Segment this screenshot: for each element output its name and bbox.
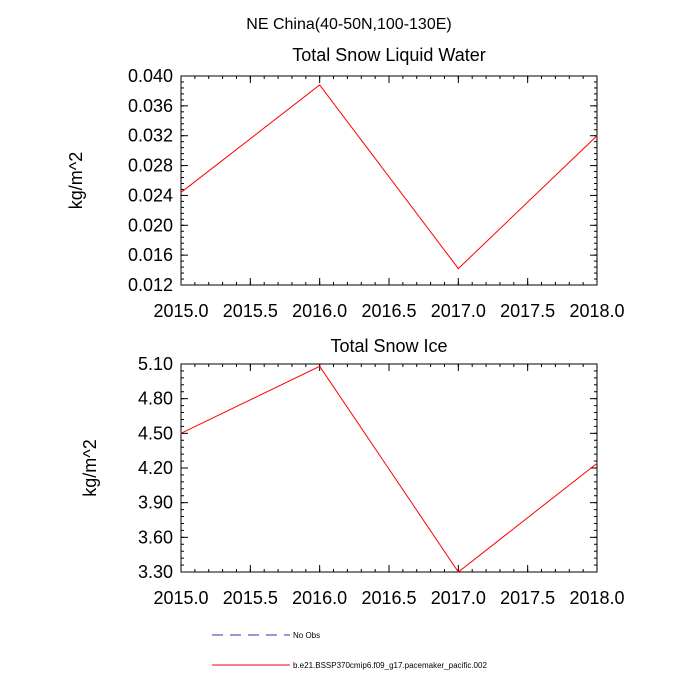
y-axis-label: kg/m^2 [66,152,86,209]
data-point [319,365,321,367]
y-tick-label: 0.020 [128,215,173,235]
plot-frame [180,363,598,573]
y-tick-label: 3.90 [138,493,173,513]
x-tick-label: 2016.0 [292,588,347,608]
data-point [596,462,598,464]
data-point [457,267,459,270]
legend: No Obs b.e21.BSSP370cmip6.f09_g17.pacema… [212,631,487,670]
y-tick-label: 4.50 [138,423,173,443]
x-tick-label: 2017.5 [500,588,555,608]
y-tick-label: 0.032 [128,126,173,146]
data-point [319,84,321,86]
x-tick-label: 2016.0 [292,301,347,321]
series-line [180,365,598,573]
data-point [457,571,459,573]
panel-liquid-water: Total Snow Liquid Water kg/m^2 2015.0 2015.… [66,45,625,321]
y-tick-label: 0.024 [128,185,173,205]
panel-snow-ice: Total Snow Ice kg/m^2 2015.0 2015.5 2016.0 20… [80,336,625,608]
data-point [180,432,182,434]
y-tick-label: 0.036 [128,96,173,116]
y-tick-label: 0.028 [128,156,173,176]
y-tick-label: 4.20 [138,458,173,478]
y-tick-label: 0.016 [128,245,173,265]
x-tick-label: 2016.5 [361,301,416,321]
x-tick-label: 2015.0 [153,588,208,608]
data-point [596,135,598,137]
legend-label-model: b.e21.BSSP370cmip6.f09_g17.pacemaker_pac… [293,661,487,670]
x-tick-label: 2018.0 [569,588,624,608]
plot-frame [180,75,598,286]
series-line [180,84,598,270]
figure-suptitle: NE China(40-50N,100-130E) [246,16,451,33]
x-tick-label: 2016.5 [361,588,416,608]
chart-title: Total Snow Ice [330,336,447,356]
y-tick-label: 3.60 [138,527,173,547]
x-tick-label: 2018.0 [569,301,624,321]
legend-label-no-obs: No Obs [293,631,320,640]
x-tick-label: 2017.0 [431,301,486,321]
data-point [180,191,182,194]
y-tick-label: 3.30 [138,562,173,582]
x-tick-label: 2017.0 [431,588,486,608]
x-tick-label: 2015.5 [223,588,278,608]
y-tick-label: 0.040 [128,66,173,86]
y-tick-label: 0.012 [128,275,173,295]
x-tick-label: 2017.5 [500,301,555,321]
y-tick-label: 4.80 [138,389,173,409]
y-axis-label: kg/m^2 [80,439,100,496]
x-tick-label: 2015.5 [223,301,278,321]
x-tick-label: 2015.0 [153,301,208,321]
y-tick-label: 5.10 [138,354,173,374]
chart-title: Total Snow Liquid Water [292,45,485,65]
